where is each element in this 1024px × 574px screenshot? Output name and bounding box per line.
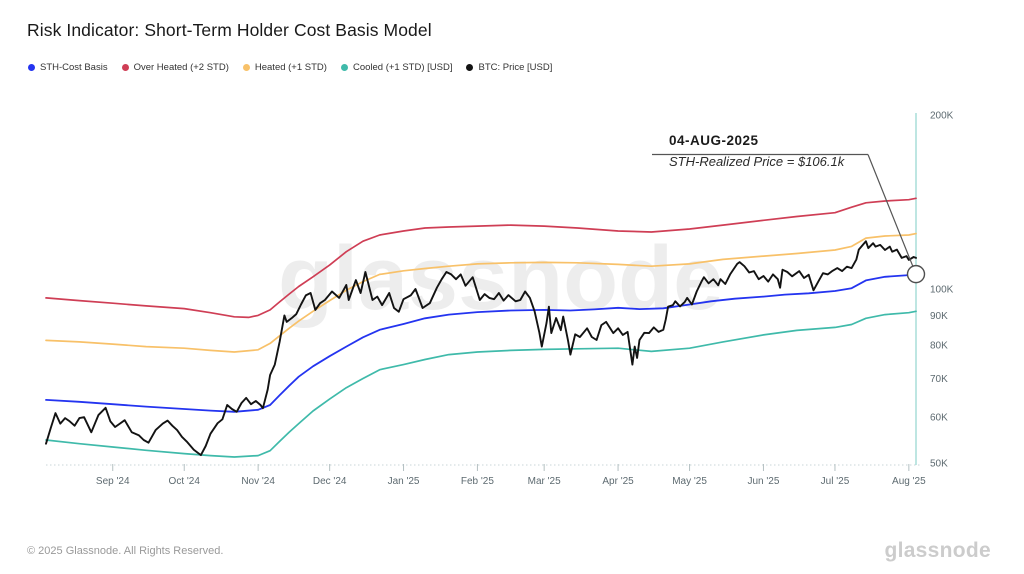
series-over-heated	[45, 197, 917, 319]
y-axis-label: 80K	[930, 341, 948, 352]
y-axis-label: 90K	[930, 311, 948, 322]
footer-copyright: © 2025 Glassnode. All Rights Reserved.	[27, 545, 224, 557]
legend-label: Heated (+1 STD)	[254, 62, 327, 73]
y-axis-label: 70K	[930, 374, 948, 385]
series-btc-price	[45, 240, 917, 457]
legend-dot	[340, 64, 348, 71]
legend-dot	[28, 64, 35, 71]
chart-title: Risk Indicator: Short-Term Holder Cost B…	[27, 20, 432, 40]
annotation-text: STH-Realized Price = $106.1k	[669, 153, 845, 169]
x-axis-label: Jan '25	[388, 476, 420, 487]
x-axis-label: Dec '24	[313, 476, 347, 487]
x-axis-label: Apr '25	[602, 476, 634, 487]
glassnode-logo: glassnode	[884, 539, 991, 562]
annotation-callout: 04-AUG-2025 STH-Realized Price = $106.1k	[669, 133, 899, 169]
annotation-pointer-line	[867, 154, 914, 267]
series-heated	[45, 232, 917, 353]
legend-dot	[121, 64, 129, 71]
legend: STH-Cost Basis Over Heated (+2 STD) Heat…	[28, 62, 552, 73]
series-cooled	[45, 310, 917, 458]
y-axis-label: 100K	[930, 285, 954, 296]
y-axis-label: 200K	[930, 111, 954, 122]
x-axis-label: May '25	[672, 476, 707, 487]
x-axis-label: Feb '25	[461, 476, 494, 487]
y-axis-label: 60K	[930, 413, 948, 424]
legend-dot	[242, 64, 250, 71]
x-axis-label: Nov '24	[241, 476, 275, 487]
series-sth-cost-basis	[45, 273, 917, 413]
legend-label: BTC: Price [USD]	[478, 62, 553, 73]
legend-dot	[466, 64, 474, 71]
x-axis-label: Oct '24	[169, 476, 201, 487]
legend-label: Over Heated (+2 STD)	[133, 62, 229, 73]
legend-item-btc-price[interactable]: BTC: Price [USD]	[466, 62, 552, 73]
x-axis-label: Sep '24	[96, 476, 130, 487]
y-axis-label: 50K	[930, 458, 948, 469]
x-axis-label: Aug '25	[892, 476, 926, 487]
annotation-date: 04-AUG-2025	[669, 133, 759, 148]
x-axis-label: Jun '25	[747, 476, 779, 487]
legend-item-over-heated[interactable]: Over Heated (+2 STD)	[121, 62, 229, 73]
legend-label: STH-Cost Basis	[40, 62, 108, 73]
legend-item-sth-cost-basis[interactable]: STH-Cost Basis	[28, 62, 108, 73]
legend-item-cooled[interactable]: Cooled (+1 STD) [USD]	[340, 62, 453, 73]
legend-label: Cooled (+1 STD) [USD]	[352, 62, 453, 73]
x-axis-label: Jul '25	[821, 476, 850, 487]
x-axis-label: Mar '25	[528, 476, 561, 487]
legend-item-heated[interactable]: Heated (+1 STD)	[242, 62, 327, 73]
annotation-target-marker	[906, 264, 926, 284]
